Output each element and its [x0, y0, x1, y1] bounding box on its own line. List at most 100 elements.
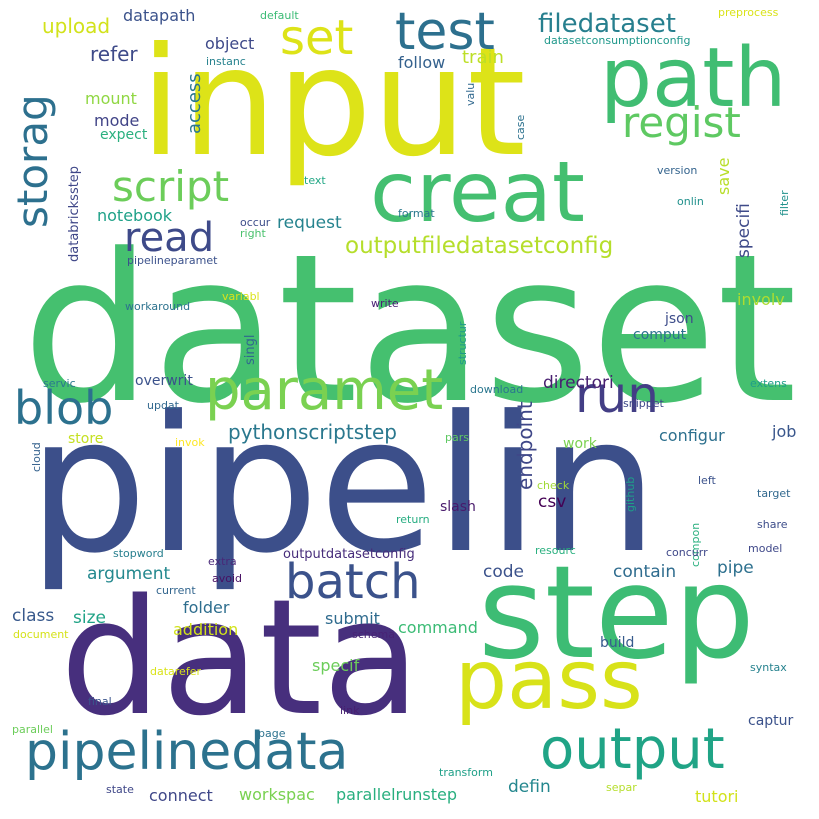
word-82: compon [689, 522, 702, 567]
word-17: regist [622, 98, 741, 147]
word-99: submit [325, 609, 380, 628]
word-80: slash [440, 499, 476, 515]
word-45: filter [778, 190, 791, 216]
word-9: set [280, 10, 354, 66]
word-40: case [514, 114, 527, 140]
word-5: creat [370, 143, 585, 241]
word-44: version [657, 164, 698, 177]
word-64: extens [750, 377, 787, 390]
word-119: separ [606, 781, 637, 794]
word-87: concurr [666, 546, 708, 559]
word-2: input [140, 16, 526, 190]
word-51: pipelineparamet [127, 254, 218, 267]
word-83: share [757, 518, 788, 531]
word-13: batch [285, 554, 421, 610]
word-8: test [395, 2, 495, 62]
word-104: specif [312, 656, 360, 675]
word-43: datasetconsumptionconfig [544, 34, 691, 47]
word-94: contain [613, 562, 677, 582]
word-89: extra [208, 555, 237, 568]
word-79: target [757, 487, 791, 500]
word-30: mount [85, 89, 137, 108]
word-62: directori [543, 373, 614, 393]
word-78: left [698, 474, 716, 487]
word-50: right [240, 227, 266, 240]
word-60: servic [43, 377, 76, 390]
word-46: onlin [677, 195, 704, 208]
word-110: captur [748, 713, 794, 729]
word-16: script [112, 162, 230, 211]
word-37: save [714, 157, 733, 195]
word-114: state [106, 783, 134, 796]
word-115: connect [149, 786, 213, 805]
word-7: pass [455, 633, 643, 728]
word-66: snippet [623, 397, 664, 410]
word-92: current [156, 584, 196, 597]
word-59: comput [633, 327, 687, 343]
word-14: run [575, 366, 659, 424]
word-61: overwrit [135, 373, 193, 389]
word-18: storag [8, 94, 57, 228]
word-39: valu [464, 82, 477, 106]
word-4: step [478, 539, 755, 688]
word-56: structur [456, 321, 469, 365]
word-1: pipelin [28, 376, 659, 595]
word-100: command [398, 618, 478, 637]
word-102: schema [352, 628, 395, 641]
word-28: follow [398, 53, 446, 72]
word-57: involv [737, 290, 785, 309]
word-71: store [68, 431, 104, 447]
word-19: read [124, 215, 215, 261]
word-86: resourc [535, 544, 576, 557]
word-72: invok [175, 436, 205, 449]
word-20: filedataset [538, 9, 676, 39]
word-38: instanc [206, 55, 246, 68]
word-54: write [371, 297, 399, 310]
word-42: preprocess [718, 6, 779, 19]
word-116: workspac [239, 785, 315, 804]
word-117: parallelrunstep [336, 785, 457, 804]
word-34: notebook [97, 206, 173, 225]
word-52: variabl [222, 290, 260, 303]
word-35: request [277, 213, 342, 233]
word-93: code [483, 562, 524, 582]
word-91: avoid [212, 572, 243, 585]
word-53: workaround [125, 300, 191, 313]
word-73: pars [445, 431, 469, 444]
word-95: pipe [717, 558, 754, 578]
word-41: default [260, 9, 299, 22]
word-55: singl [243, 334, 258, 366]
word-120: tutori [695, 787, 739, 806]
word-65: updat [147, 399, 179, 412]
word-27: train [462, 47, 504, 68]
word-33: databricksstep [67, 165, 82, 262]
word-25: refer [90, 42, 138, 66]
word-10: output [540, 717, 725, 782]
word-109: link [340, 704, 360, 717]
word-84: stopword [113, 547, 164, 560]
word-103: addition [173, 620, 239, 639]
word-63: download [470, 383, 524, 396]
word-48: format [398, 207, 435, 220]
word-108: final [88, 695, 112, 708]
word-49: occur [240, 216, 271, 229]
word-58: json [665, 311, 694, 327]
word-68: csv [538, 492, 567, 512]
word-118: defin [508, 777, 551, 797]
word-113: transform [439, 766, 493, 779]
word-107: datarefer [150, 665, 201, 678]
word-105: build [600, 635, 635, 651]
word-70: job [772, 422, 797, 441]
word-67: endpoint [513, 401, 537, 490]
word-24: datapath [123, 6, 196, 25]
word-76: check [537, 479, 570, 492]
word-31: mode [94, 111, 140, 130]
word-36: specifi [734, 203, 754, 258]
word-69: configur [659, 426, 725, 445]
word-111: parallel [12, 723, 53, 736]
word-26: object [205, 34, 255, 53]
word-106: syntax [750, 661, 787, 674]
word-88: model [748, 542, 783, 555]
word-97: size [73, 608, 106, 628]
